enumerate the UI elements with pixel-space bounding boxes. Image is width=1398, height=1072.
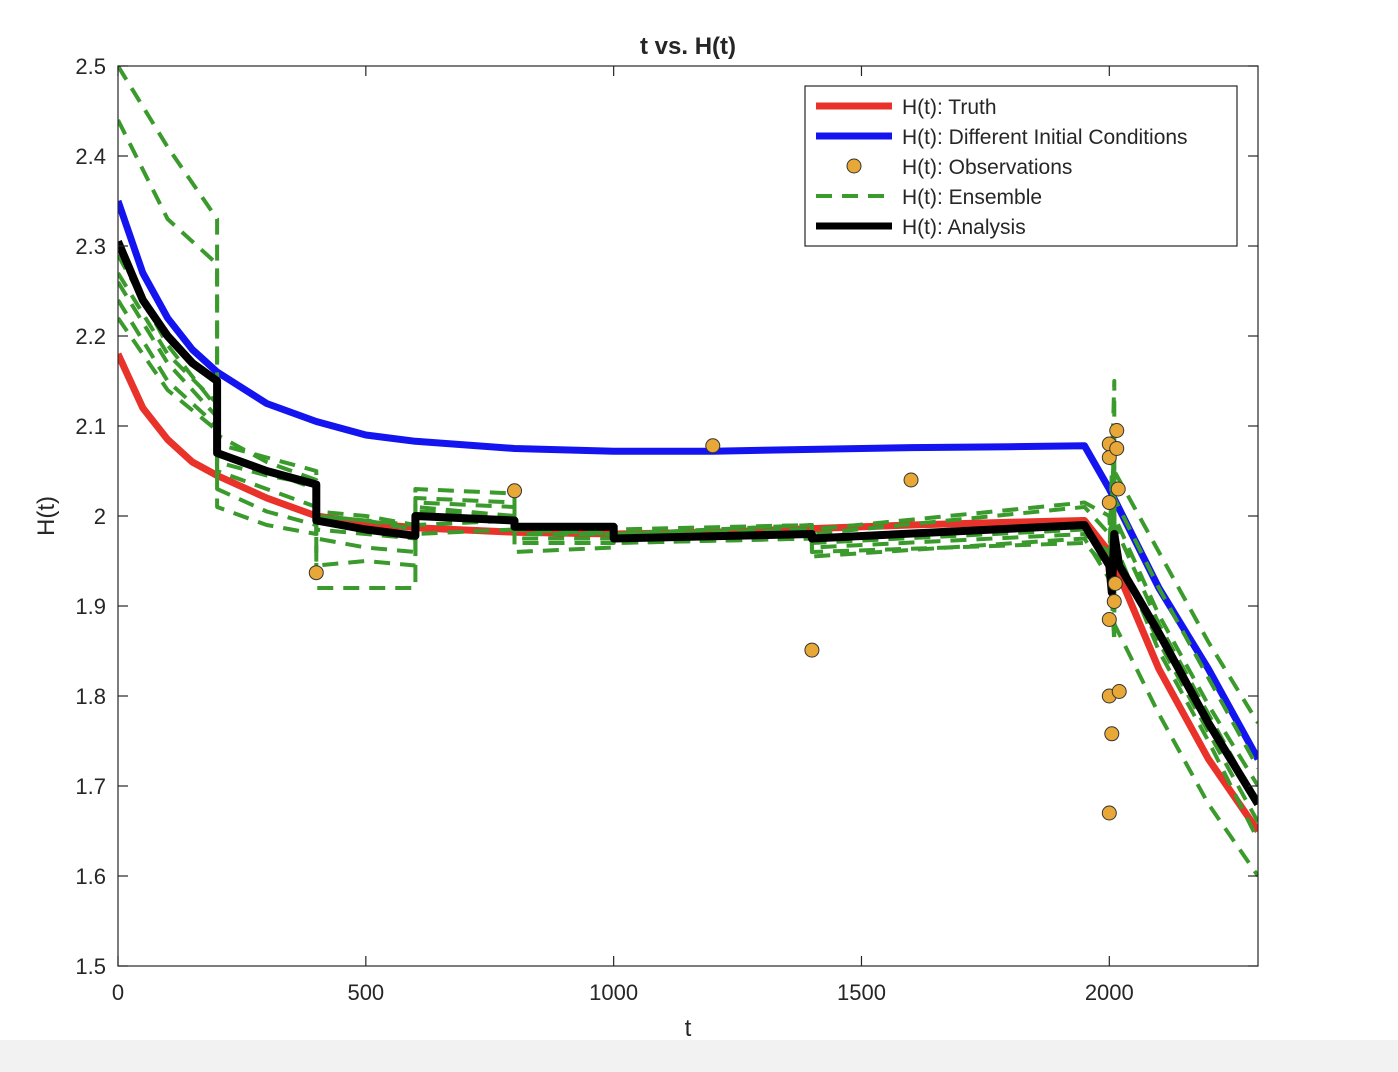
legend-entry-analysis: H(t): Analysis [816, 216, 1026, 239]
observation-point [1101, 805, 1117, 821]
y-tick-label: 2.1 [75, 414, 106, 439]
legend-marker-icon [846, 158, 862, 174]
y-tick-label: 2.2 [75, 324, 106, 349]
observation-point [804, 642, 820, 658]
observation-point [1107, 576, 1123, 591]
legend-box [804, 85, 1238, 247]
figure: 0 500 1000 1500 2000 1.5 1.6 1.7 1.8 1.9 2 2.1 2.2 2.… [33, 33, 1259, 1042]
observation-point [1110, 481, 1126, 497]
series-line-ensemble-member-1 [118, 66, 1258, 823]
x-tick-label: 1000 [589, 980, 638, 1005]
legend-entry-ensemble: H(t): Ensemble [816, 186, 1042, 209]
y-tick-label: 1.9 [75, 594, 106, 619]
chart: 0 500 1000 1500 2000 1.5 1.6 1.7 1.8 1.9 2 2.1 2.2 2.… [33, 33, 1259, 1042]
y-tick-label: 2.4 [75, 144, 106, 169]
x-tick-label: 500 [347, 980, 384, 1005]
x-tick-label: 2000 [1085, 980, 1134, 1005]
y-tick-label: 1.5 [75, 954, 106, 979]
bottom-strip [0, 1040, 1398, 1072]
y-axis-label: H(t) [33, 496, 60, 536]
legend: H(t): Truth H(t): Different Initial Condi… [804, 85, 1238, 247]
observation-point [507, 483, 523, 499]
x-tick-label: 0 [112, 980, 124, 1005]
x-tick-label: 1500 [837, 980, 886, 1005]
y-tick-label: 1.8 [75, 684, 106, 709]
observation-point [1101, 495, 1117, 510]
y-tick-label: 1.6 [75, 864, 106, 889]
series-line-different-initial-conditions [118, 199, 1258, 761]
observation-point [1104, 726, 1120, 742]
series-layer [118, 66, 1258, 878]
observation-point [1101, 612, 1117, 627]
legend-label: H(t): Analysis [902, 216, 1026, 239]
tick-layer: 0 500 1000 1500 2000 1.5 1.6 1.7 1.8 1.9 2 2.1 2.2 2.… [75, 54, 1258, 1005]
y-tick-label: 2.5 [75, 54, 106, 79]
observation-point [1109, 423, 1125, 438]
observation-point [903, 472, 919, 488]
x-axis-label: t [685, 1015, 692, 1040]
observation-point [1111, 684, 1127, 699]
observation-point [1109, 441, 1125, 456]
legend-label: H(t): Truth [902, 96, 997, 119]
observation-point [705, 438, 721, 454]
legend-entry-observations: H(t): Observations [846, 156, 1072, 179]
series-line-analysis [118, 239, 1258, 807]
legend-entry-truth: H(t): Truth [816, 96, 997, 119]
legend-label: H(t): Different Initial Conditions [902, 126, 1188, 149]
y-tick-label: 1.7 [75, 774, 106, 799]
y-tick-label: 2 [94, 504, 106, 529]
observation-point [308, 565, 324, 581]
y-tick-label: 2.3 [75, 234, 106, 259]
series-line-ensemble-member-6 [118, 316, 1258, 769]
legend-entry-different-initial-conditions: H(t): Different Initial Conditions [816, 126, 1188, 149]
legend-label: H(t): Ensemble [902, 186, 1042, 209]
chart-title: t vs. H(t) [640, 33, 736, 60]
observation-point [1106, 594, 1122, 609]
legend-label: H(t): Observations [902, 156, 1072, 179]
